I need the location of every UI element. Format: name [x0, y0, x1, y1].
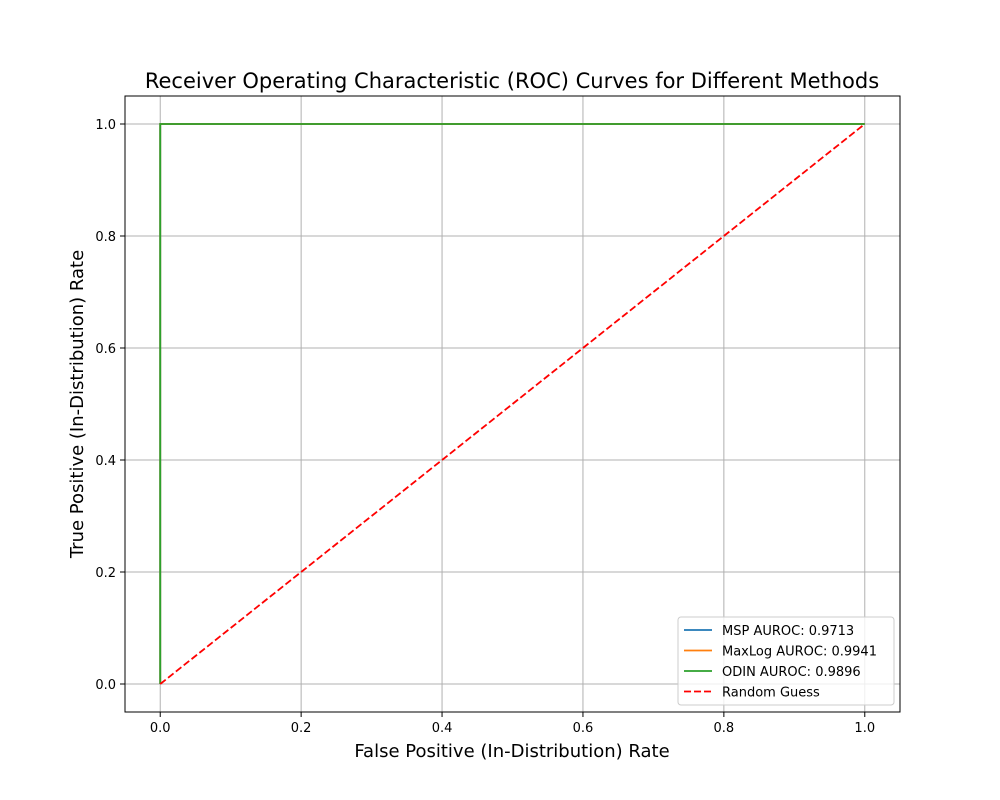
plot-frame [124, 95, 901, 713]
legend-entry: Random Guess [722, 686, 820, 701]
x-tick-label: 0.6 [573, 721, 594, 736]
y-axis-label: True Positive (In-Distribution) Rate [67, 250, 88, 559]
y-tick-label: 0.8 [95, 230, 116, 245]
series-line-odin [159, 123, 865, 684]
x-axis: 0.0 0.2 0.4 0.6 0.8 1.0 [150, 712, 875, 736]
legend-entry: MaxLog AUROC: 0.9941 [722, 645, 877, 660]
legend-entry: ODIN AUROC: 0.9896 [722, 665, 861, 680]
chart-title: Receiver Operating Characteristic (ROC) … [145, 69, 879, 93]
x-tick-label: 0.2 [291, 721, 312, 736]
y-tick-label: 0.4 [95, 454, 116, 469]
x-tick-label: 0.4 [432, 721, 453, 736]
y-tick-label: 0.2 [95, 566, 116, 581]
legend: MSP AUROC: 0.9713 MaxLog AUROC: 0.9941 ODI… [677, 616, 895, 706]
x-tick-label: 0.0 [150, 721, 171, 736]
legend-box [677, 616, 895, 706]
y-tick-label: 0.6 [95, 342, 116, 357]
series-lines [159, 123, 866, 685]
x-axis-label: False Positive (In-Distribution) Rate [354, 741, 669, 762]
legend-entry: MSP AUROC: 0.9713 [722, 624, 854, 639]
y-axis: 0.0 0.2 0.4 0.6 0.8 1.0 [95, 118, 125, 693]
x-tick-label: 1.0 [854, 721, 875, 736]
x-tick-label: 0.8 [714, 721, 735, 736]
y-tick-label: 0.0 [95, 678, 116, 693]
plot-area [124, 95, 901, 713]
grid-lines [125, 96, 900, 712]
y-tick-label: 1.0 [95, 118, 116, 133]
